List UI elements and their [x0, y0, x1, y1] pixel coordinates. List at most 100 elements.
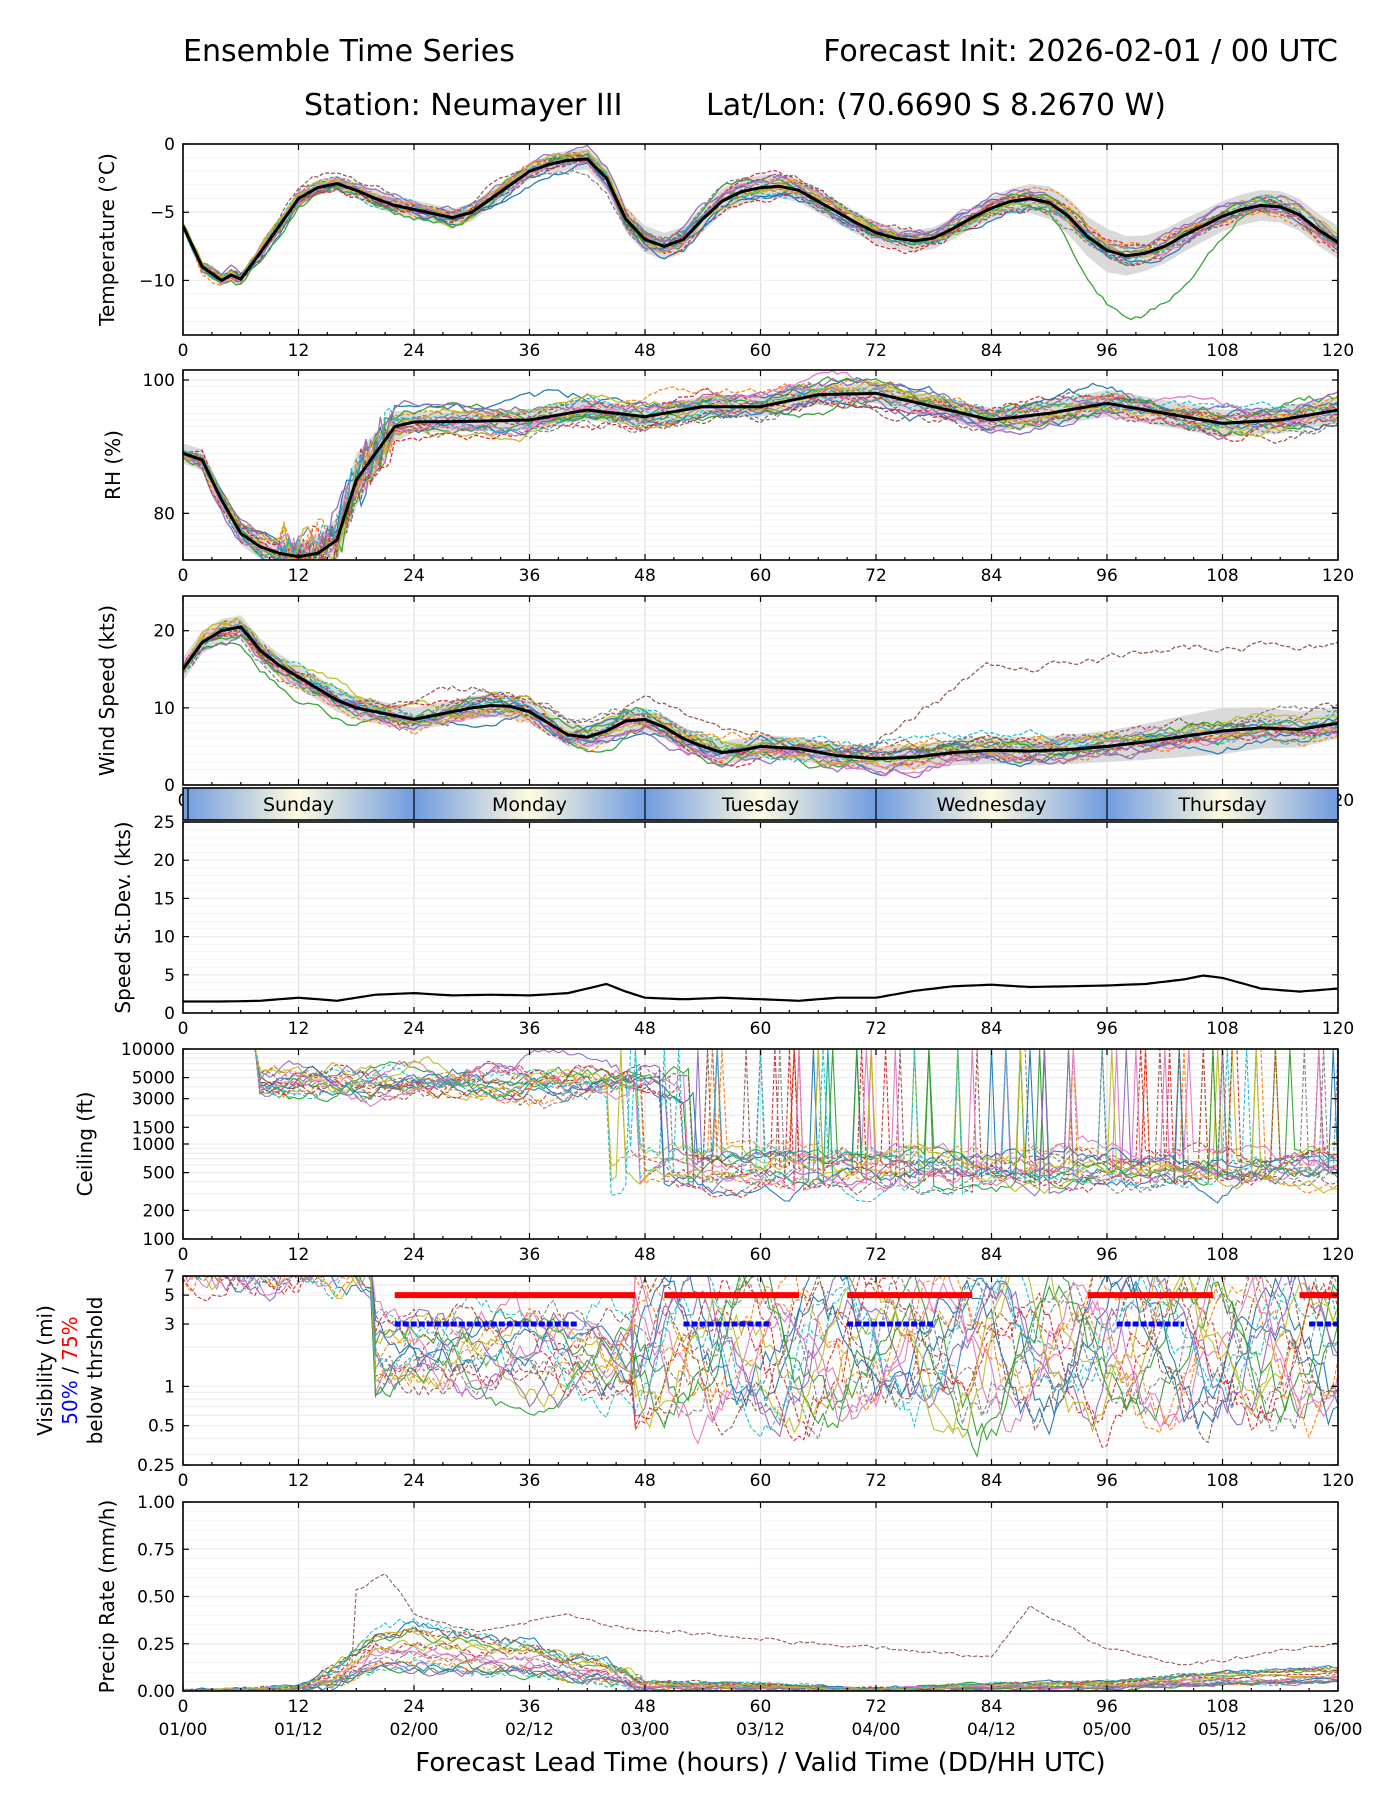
- panel-precip_rate: 0 12 24 36 48 60 72 84 96 108 120 1.00 0.75 0.50 0.25 0…: [95, 1493, 1354, 1717]
- member-line-wind_speed: [183, 632, 1338, 768]
- valid-time-label: 03/12: [736, 1720, 785, 1740]
- ensemble-mean-line-rh: [183, 391, 1338, 559]
- plot-area-speed_stdev: [183, 974, 1338, 1003]
- valid-time-label: 02/12: [505, 1720, 554, 1740]
- x-tick-label: 72: [865, 1697, 887, 1717]
- day-label: Sunday: [263, 794, 334, 816]
- std-dev-line: [183, 974, 1338, 1003]
- y-tick-label: 3000: [132, 1090, 175, 1110]
- valid-time-label: 01/12: [274, 1720, 323, 1740]
- member-line-precip_rate: [183, 1617, 1338, 1691]
- member-line-visibility: [203, 1276, 1338, 1435]
- x-tick-label: 36: [519, 1245, 541, 1265]
- x-tick-label: 120: [1322, 1245, 1354, 1265]
- member-line-visibility: [190, 1276, 1338, 1432]
- member-line-ceiling: [183, 1049, 1338, 1193]
- member-line-precip_rate: [183, 1627, 1338, 1691]
- member-line-ceiling: [183, 1049, 1338, 1197]
- grid-ceiling: [182, 1048, 1339, 1240]
- x-tick-label: 0: [178, 341, 189, 361]
- ticks-speed_stdev: [182, 821, 1339, 1014]
- spread-band-wind_speed: [183, 615, 1338, 771]
- member-line-temperature: [183, 159, 1338, 281]
- ylabel-wind_speed: Wind Speed (kts): [95, 605, 119, 776]
- x-tick-label: 96: [1096, 1697, 1118, 1717]
- x-tick-label: 96: [1096, 1245, 1118, 1265]
- member-line-ceiling: [183, 1049, 1338, 1186]
- x-tick-label: 36: [519, 566, 541, 586]
- member-line-precip_rate: [183, 1573, 1338, 1691]
- day-cell: [645, 788, 876, 820]
- x-tick-label: 72: [865, 1471, 887, 1491]
- y-tick-label: 0: [164, 1004, 175, 1024]
- x-tick-label: 12: [288, 1471, 310, 1491]
- latlon-label: Lat/Lon: (70.6690 S 8.2670 W): [706, 88, 1166, 123]
- member-line-ceiling: [183, 1049, 1338, 1187]
- y-tick-label: 100: [143, 1230, 175, 1250]
- member-line-rh: [183, 381, 1338, 560]
- member-line-visibility: [269, 1276, 1338, 1438]
- plot-area-rh: [183, 370, 1338, 560]
- x-tick-label: 24: [403, 1697, 425, 1717]
- day-cell: [1107, 788, 1338, 820]
- y-tick-label: 100: [143, 371, 175, 391]
- x-tick-label: 96: [1096, 566, 1118, 586]
- x-tick-label: 120: [1322, 566, 1354, 586]
- x-tick-label: 0: [178, 1471, 189, 1491]
- ylabel-temperature: Temperature (°C): [95, 153, 119, 327]
- member-line-rh: [183, 377, 1338, 560]
- y-tick-label: 5: [164, 1286, 175, 1306]
- x-tick-label: 24: [403, 566, 425, 586]
- x-tick-label: 108: [1206, 566, 1238, 586]
- day-cell: [183, 788, 414, 820]
- y-tick-label: 1500: [132, 1118, 175, 1138]
- y-tick-label: 20: [153, 851, 175, 871]
- panel-temperature: 0 12 24 36 48 60 72 84 96 108 120 0 −5 −10 Temperature…: [95, 135, 1354, 361]
- y-tick-label: 5000: [132, 1069, 175, 1089]
- x-tick-label: 0: [178, 1245, 189, 1265]
- vis-50pct-label: 50%: [58, 1380, 82, 1424]
- x-tick-label: 72: [865, 1019, 887, 1039]
- x-tick-label: 48: [634, 341, 656, 361]
- spread-band-temperature: [183, 148, 1338, 287]
- valid-time-label: 05/00: [1083, 1720, 1132, 1740]
- member-line-precip_rate: [183, 1660, 1338, 1691]
- y-tick-label: −5: [150, 203, 175, 223]
- x-tick-label: 84: [981, 566, 1003, 586]
- x-tick-label: 84: [981, 1697, 1003, 1717]
- x-tick-label: 60: [750, 1245, 772, 1265]
- member-line-ceiling: [183, 1049, 1338, 1194]
- x-tick-label: 60: [750, 341, 772, 361]
- ylabel-precip_rate: Precip Rate (mm/h): [95, 1500, 119, 1694]
- y-tick-label: 5: [164, 966, 175, 986]
- member-line-temperature: [183, 144, 1338, 283]
- member-line-ceiling: [183, 1049, 1338, 1185]
- member-line-wind_speed: [183, 617, 1338, 764]
- x-tick-label: 48: [634, 1245, 656, 1265]
- member-line-visibility: [214, 1276, 1338, 1427]
- member-line-ceiling: [183, 1049, 1338, 1202]
- y-tick-label: 80: [153, 504, 175, 524]
- valid-time-label: 06/00: [1314, 1720, 1363, 1740]
- x-tick-label: 24: [403, 341, 425, 361]
- x-tick-label: 36: [519, 1019, 541, 1039]
- member-line-ceiling: [183, 1049, 1338, 1198]
- member-line-precip_rate: [183, 1641, 1338, 1691]
- x-tick-label: 12: [288, 1245, 310, 1265]
- x-tick-label: 24: [403, 1245, 425, 1265]
- x-tick-label: 120: [1322, 1697, 1354, 1717]
- y-tick-label: 20: [153, 622, 175, 642]
- y-tick-label: 200: [143, 1201, 175, 1221]
- ticks-temperature: [182, 143, 1339, 335]
- x-tick-label: 108: [1206, 1019, 1238, 1039]
- member-line-ceiling: [183, 1049, 1338, 1193]
- x-tick-label: 84: [981, 1245, 1003, 1265]
- x-tick-label: 72: [865, 566, 887, 586]
- valid-time-label: 01/00: [159, 1720, 208, 1740]
- member-line-rh: [183, 386, 1338, 560]
- y-tick-label: 1: [164, 1377, 175, 1397]
- y-tick-label: 15: [153, 889, 175, 909]
- ticks-ceiling: [182, 1048, 1339, 1240]
- x-tick-label: 36: [519, 1697, 541, 1717]
